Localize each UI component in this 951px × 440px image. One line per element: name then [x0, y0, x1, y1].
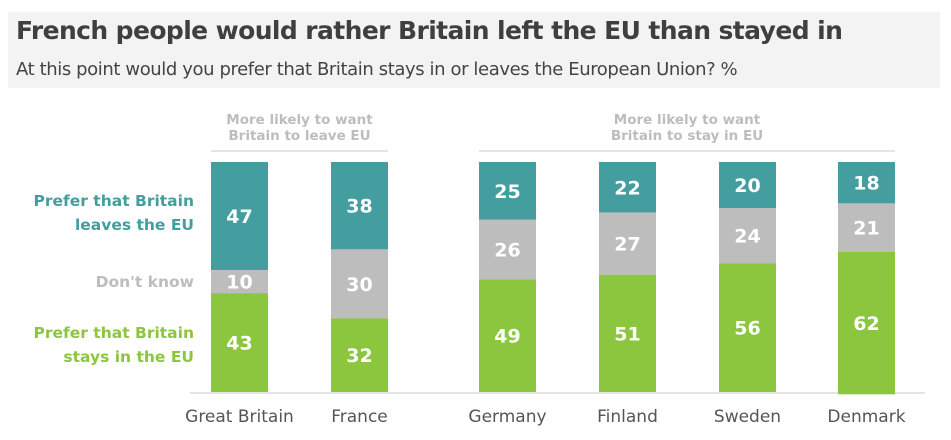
legend-label: Prefer that Britain: [33, 192, 194, 210]
data-label: 21: [853, 218, 879, 240]
bar-segment: [331, 162, 388, 250]
legend-label: Prefer that Britain: [33, 324, 194, 342]
x-tick-label: Germany: [468, 407, 546, 427]
group-label: More likely to want: [226, 112, 373, 128]
data-label: 26: [494, 239, 520, 261]
data-label: 38: [346, 196, 372, 218]
legend-label: leaves the EU: [75, 216, 194, 234]
data-label: 20: [734, 175, 760, 197]
bar-segment: [719, 162, 776, 208]
data-label: 25: [494, 181, 520, 203]
x-tick-label: Finland: [597, 407, 658, 427]
data-label: 32: [346, 345, 372, 367]
data-label: 43: [226, 333, 252, 355]
data-label: 22: [614, 177, 640, 199]
bar-segment: [599, 212, 656, 275]
data-label: 47: [226, 206, 252, 228]
chart-title: French people would rather Britain left …: [16, 16, 843, 45]
bar-segment: [719, 263, 776, 392]
data-label: 10: [226, 272, 252, 294]
data-label: 30: [346, 274, 372, 296]
bar-segment: [719, 208, 776, 264]
bar-segment: [599, 274, 656, 392]
x-tick-label: Sweden: [714, 407, 781, 427]
x-tick-label: Denmark: [827, 407, 905, 427]
bar-segment: [331, 249, 388, 319]
data-label: 49: [494, 326, 520, 348]
bar-segment: [838, 203, 895, 252]
x-tick-label: France: [331, 407, 388, 427]
group-label: Britain to stay in EU: [611, 128, 763, 144]
bar-segment: [479, 162, 536, 220]
x-tick-label: Great Britain: [185, 407, 294, 427]
data-label: 27: [614, 234, 640, 256]
group-label: Britain to leave EU: [228, 128, 370, 144]
legend-label: Don't know: [96, 273, 194, 291]
bar-segment: [479, 279, 536, 392]
bar-segment: [479, 219, 536, 280]
data-label: 24: [734, 226, 760, 248]
data-label: 18: [853, 173, 879, 195]
bar-segment: [838, 251, 895, 395]
chart-subtitle: At this point would you prefer that Brit…: [16, 59, 738, 80]
bar-segment: [211, 270, 268, 294]
bar-segment: [211, 293, 268, 392]
bar-segment: [331, 318, 388, 392]
header-background: [8, 12, 940, 88]
legend-label: stays in the EU: [63, 348, 194, 366]
data-label: 51: [614, 323, 640, 345]
data-label: 62: [853, 313, 879, 335]
bar-segment: [599, 162, 656, 213]
bar-segment: [211, 162, 268, 271]
bar-segment: [838, 162, 895, 204]
data-label: 56: [734, 318, 760, 340]
group-label: More likely to want: [614, 112, 761, 128]
